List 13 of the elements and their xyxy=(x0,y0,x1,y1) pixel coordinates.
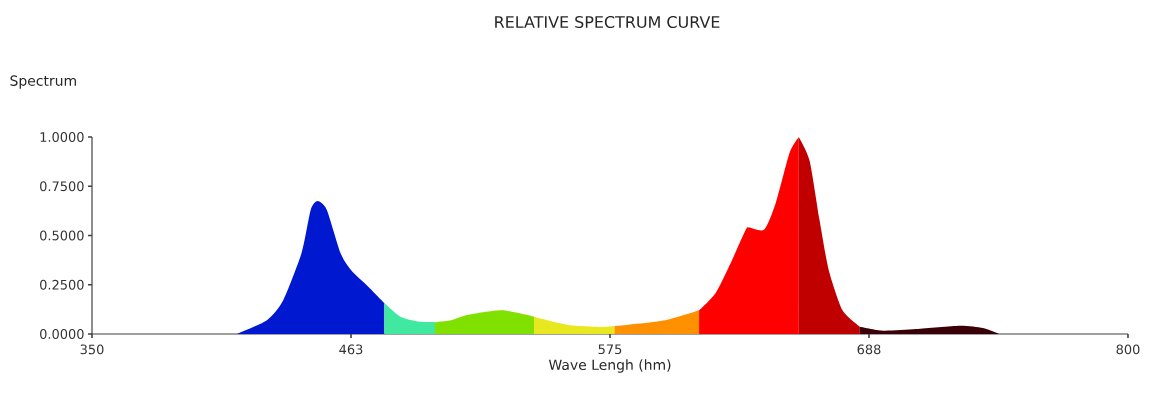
x-tick-label: 688 xyxy=(857,344,881,355)
y-tick-label: 0.0000 xyxy=(40,329,84,339)
x-axis-title: Wave Lengh (hm) xyxy=(548,359,671,373)
y-tick-label: 1.0000 xyxy=(40,132,84,142)
y-tick-label: 0.5000 xyxy=(40,230,84,241)
chart-title: RELATIVE SPECTRUM CURVE xyxy=(495,15,720,29)
y-axis-title: Spectrum xyxy=(10,75,76,89)
y-tick-label: 0.2500 xyxy=(40,279,84,290)
x-tick-label: 463 xyxy=(339,344,363,355)
x-tick-label: 800 xyxy=(1116,344,1140,355)
y-tick-label: 0.7500 xyxy=(40,181,84,192)
x-tick-label: 350 xyxy=(80,344,104,355)
x-tick-label: 575 xyxy=(598,344,622,355)
